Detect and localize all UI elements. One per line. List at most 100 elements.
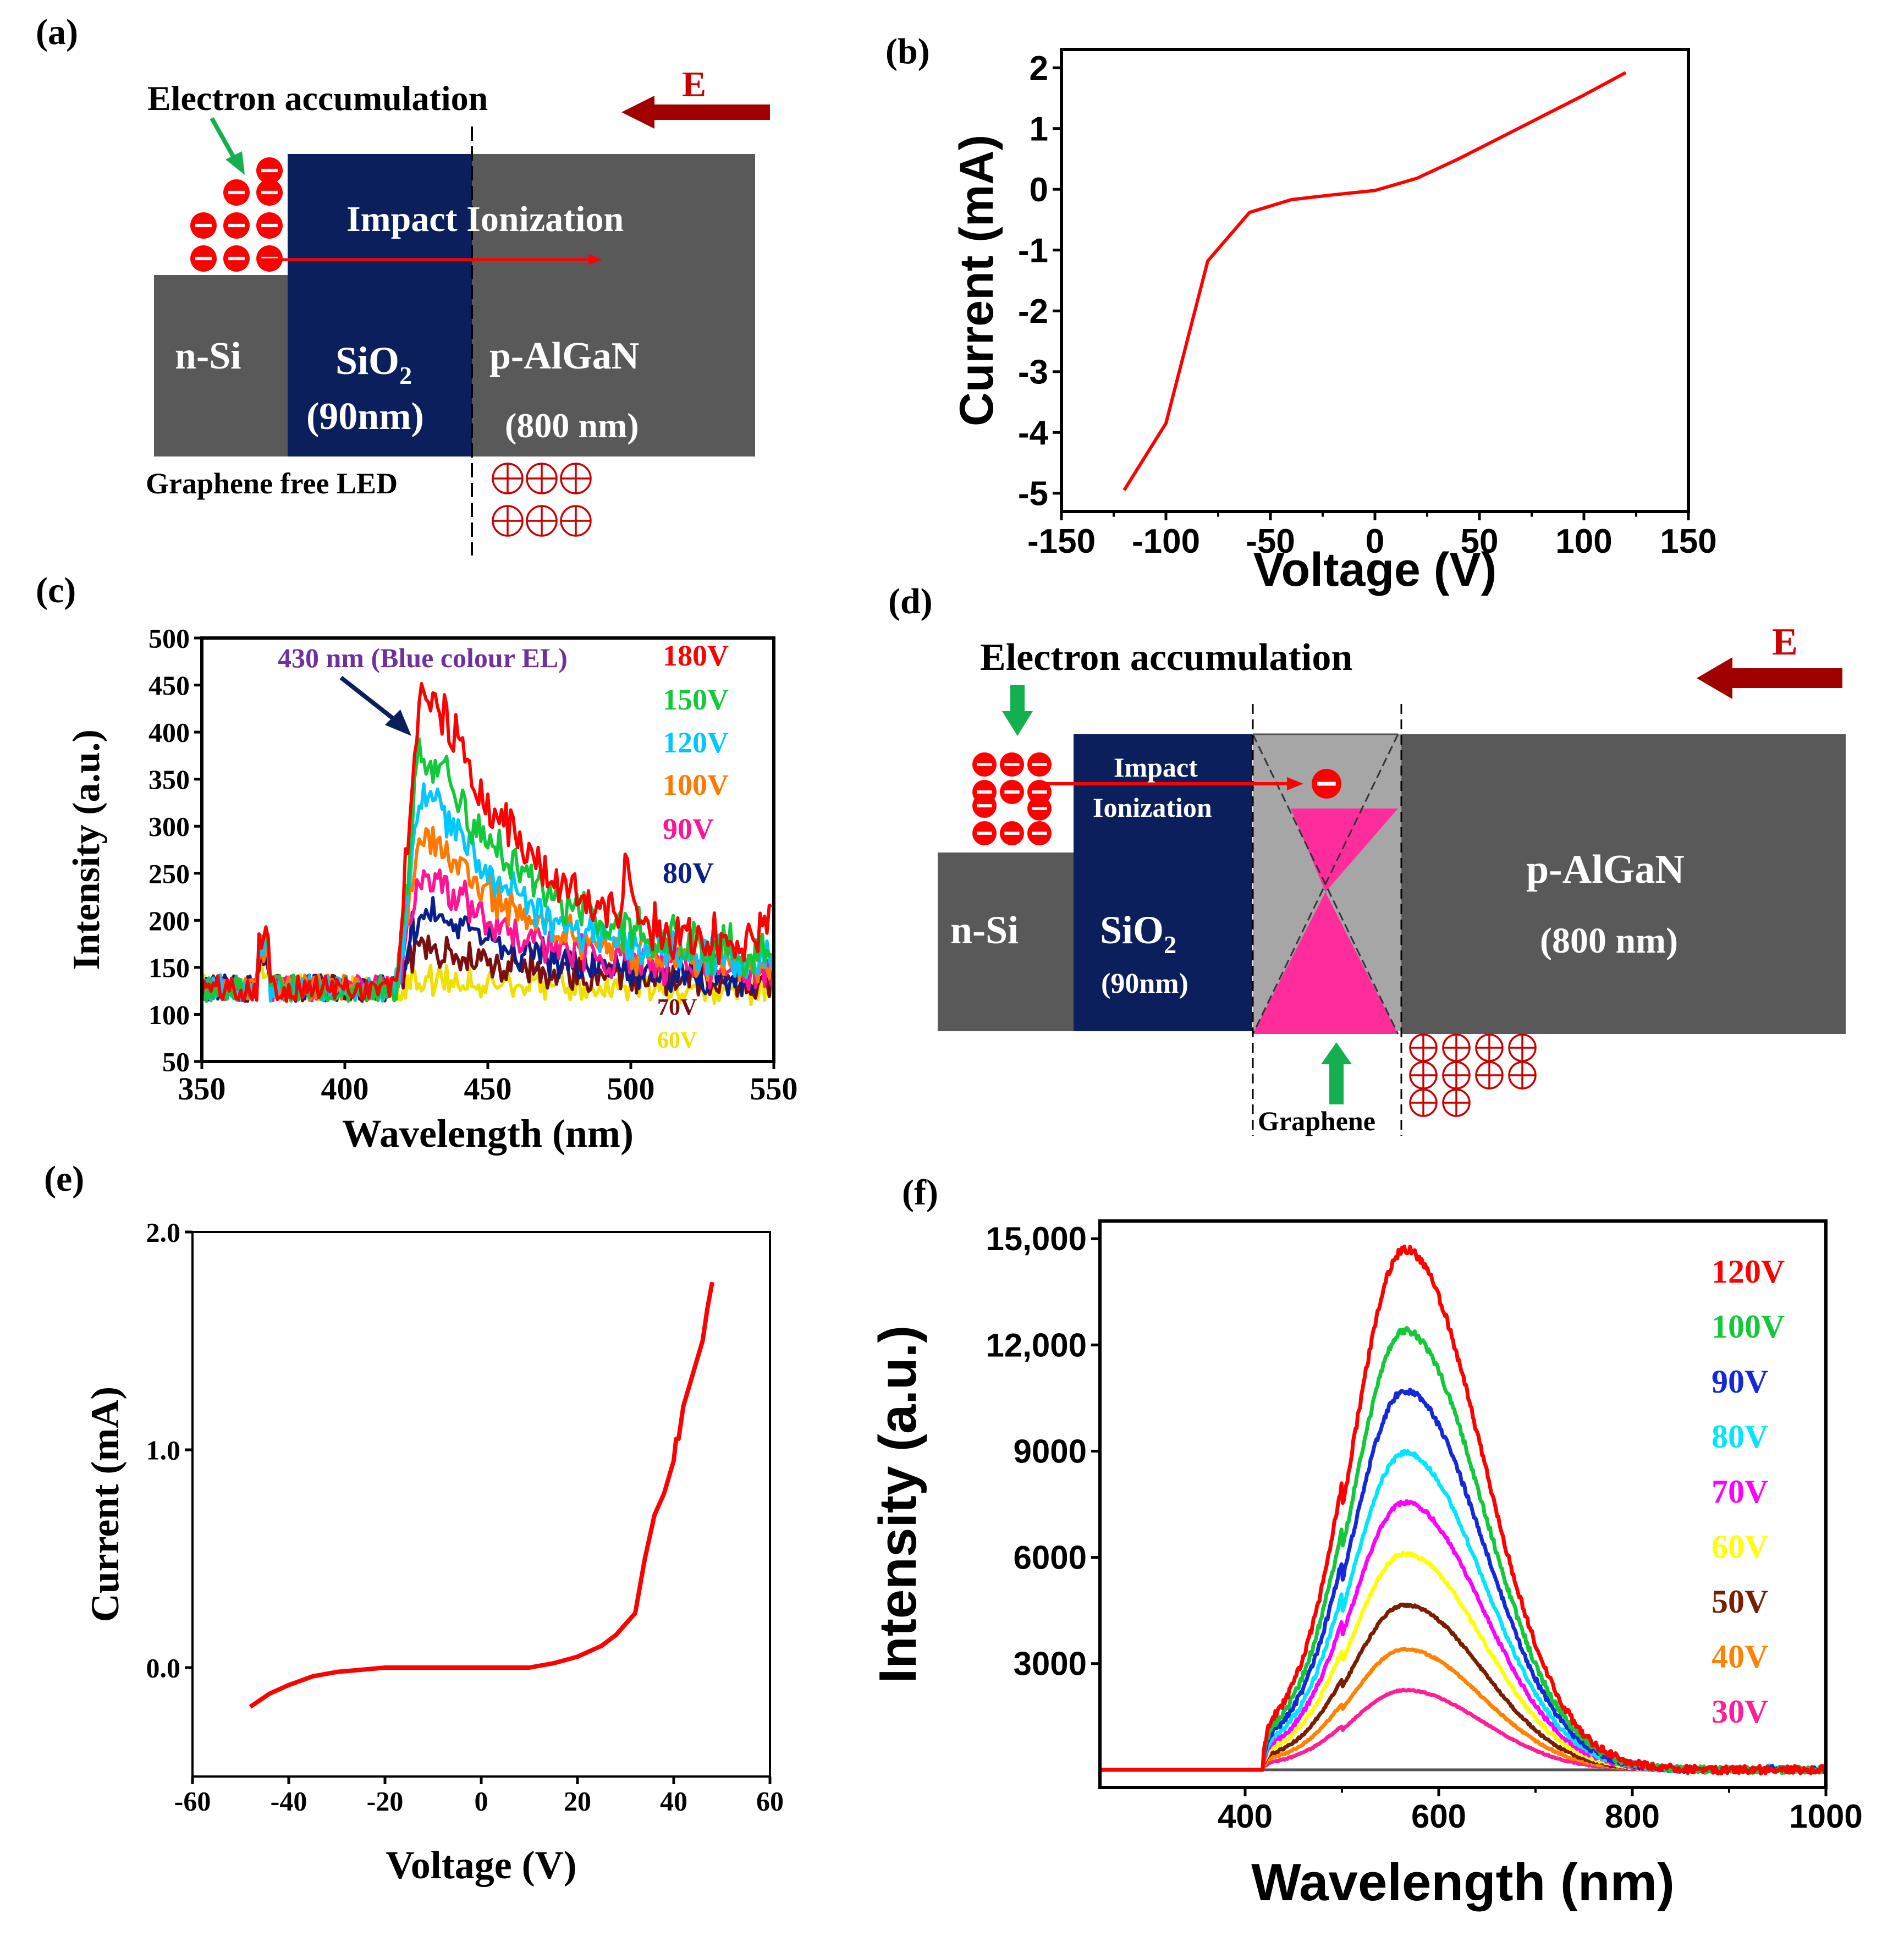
electron-icon [1000,821,1024,845]
y-tick-label: -3 [1018,353,1048,391]
p-algan-layer-d [1401,734,1846,1034]
x-tick-label: 500 [607,1071,655,1107]
sio2-label-d: SiO2 [1100,908,1176,959]
legend-40V: 40V [1712,1638,1768,1675]
hole-icon [1475,1061,1504,1090]
hole-icon [1442,1061,1471,1090]
hole-icon [1409,1033,1438,1062]
y-tick-label: 15,000 [986,1220,1087,1257]
sio2-thickness-label-d: (90nm) [1101,968,1188,999]
graphene-arrow-icon [1321,1042,1352,1104]
x-tick-label: 350 [178,1071,226,1107]
graphene-upper-cone [1291,809,1398,892]
legend-c: 180V 150V 120V 100V 90V 80V 70V 60V [657,639,729,1053]
spectra-c [202,682,773,1007]
panel-c: (c) 350 400 450 500 550 50 100 150 200 250 300 350 4… [36,570,798,1156]
field-e-label-a: E [682,64,706,105]
axes-f: 400 600 800 1000 3000 6000 9000 12,000 15,000 Wav… [868,1220,1863,1912]
electron-icon [256,157,283,184]
x-tick-label: 20 [564,1786,591,1817]
electron-icon [1000,752,1024,777]
panel-b: (b) -150 -100 -50 0 50 100 150 -5 -4 -3 -2 -1 0 1 2 Vol… [885,31,1717,596]
y-tick-label: 450 [148,670,190,701]
hole-icon [1508,1061,1537,1090]
y-tick-label: -5 [1018,475,1048,513]
electron-icon [256,179,283,206]
y-tick-label: 400 [148,717,190,748]
electron-icon [223,179,250,206]
electron-accumulation-label-d: Electron accumulation [980,636,1352,679]
x-tick-label: 450 [464,1071,512,1107]
electron-icon [972,821,997,845]
electron-icon [256,212,283,239]
hole-icon [492,463,524,494]
x-tick-label: 150 [1660,522,1716,560]
y-tick-label: 6000 [1014,1539,1087,1576]
panel-e: (e) -60 -40 -20 0 20 40 60 0.0 1.0 2.0 Voltage (V)… [44,1159,784,1887]
x-tick-label: 100 [1555,522,1612,560]
axes-b: -150 -100 -50 0 50 100 150 -5 -4 -3 -2 -1 0 1 2 Voltage… [950,50,1717,596]
accumulation-arrow-a-icon [210,117,245,175]
impact-arrow-a-icon [258,254,602,265]
legend-120V: 120V [1712,1253,1785,1290]
plot-frame-e [191,1231,771,1778]
legend-f: 120V 100V 90V 80V 70V 60V 50V 40V 30V [1712,1253,1785,1730]
x-tick-label: 1000 [1789,1798,1862,1835]
x-tick-label: -40 [271,1786,307,1817]
legend-100V: 100V [663,768,729,801]
hole-cluster-a [492,463,592,537]
y-tick-label: 0.0 [146,1653,181,1684]
panel-c-label: (c) [36,570,76,610]
y-tick-label: 250 [148,858,190,889]
y-tick-label: 2 [1030,50,1048,87]
impact-arrow-d-icon [1045,777,1303,790]
y-tick-label: 100 [148,999,190,1030]
electron-icon [223,212,250,239]
axes-c: 350 400 450 500 550 50 100 150 200 250 300 350 400 45… [65,623,798,1156]
electron-accumulation-label-a: Electron accumulation [147,79,488,118]
p-algan-layer-a [472,154,755,457]
panel-a-label: (a) [36,12,78,52]
hole-icon [526,505,558,537]
field-e-label-d: E [1772,621,1798,663]
x-tick-label: 60 [756,1786,784,1817]
spectrum-120V [1100,1244,1826,1776]
y-tick-label: 1.0 [146,1435,181,1466]
y-tick-label: 2.0 [146,1217,181,1248]
x-axis-label: Wavelength (nm) [342,1112,634,1156]
y-axis-label: Intensity (a.u.) [65,729,108,970]
x-tick-label: 800 [1605,1798,1660,1835]
legend-150V: 150V [663,683,729,716]
x-axis-label: Voltage (V) [386,1843,576,1887]
y-tick-label: 3000 [1014,1646,1087,1682]
legend-180V: 180V [663,639,729,672]
electron-icon [1027,796,1052,821]
electron-icon [1027,821,1052,845]
electron-icon [972,752,997,777]
p-algan-label-a: p-AlGaN [489,335,639,377]
sio2-label-a: SiO2 [335,339,412,389]
plot-frame-f [1098,1219,1828,1789]
x-axis-label: Voltage (V) [1253,543,1497,596]
hole-cluster-d [1409,1033,1537,1117]
electron-icon [190,245,217,272]
sio2-thickness-label-a: (90nm) [306,395,424,438]
p-algan-label-d: p-AlGaN [1526,847,1685,892]
accumulation-arrow-d-icon [1002,685,1033,736]
iv-curve-e [249,1282,714,1709]
legend-90V: 90V [1712,1363,1768,1400]
impact-ionization-label-a: Impact Ionization [346,199,624,239]
hole-icon [560,463,592,494]
legend-90V: 90V [663,812,714,845]
graphene-lower-cone [1253,892,1398,1034]
y-tick-label: 150 [148,952,190,983]
axes-e: -60 -40 -20 0 20 40 60 0.0 1.0 2.0 Voltage (V) Curr… [83,1217,784,1888]
panel-b-label: (b) [885,31,930,72]
legend-30V: 30V [1712,1693,1768,1730]
x-tick-label: -100 [1132,522,1200,560]
legend-60V: 60V [1712,1528,1768,1565]
panel-d: (d) E Electron accumulation Impact Ioniz… [888,581,1846,1136]
y-tick-label: 300 [148,811,190,842]
x-tick-label: 0 [475,1786,488,1817]
x-tick-label: -50 [1246,522,1295,560]
